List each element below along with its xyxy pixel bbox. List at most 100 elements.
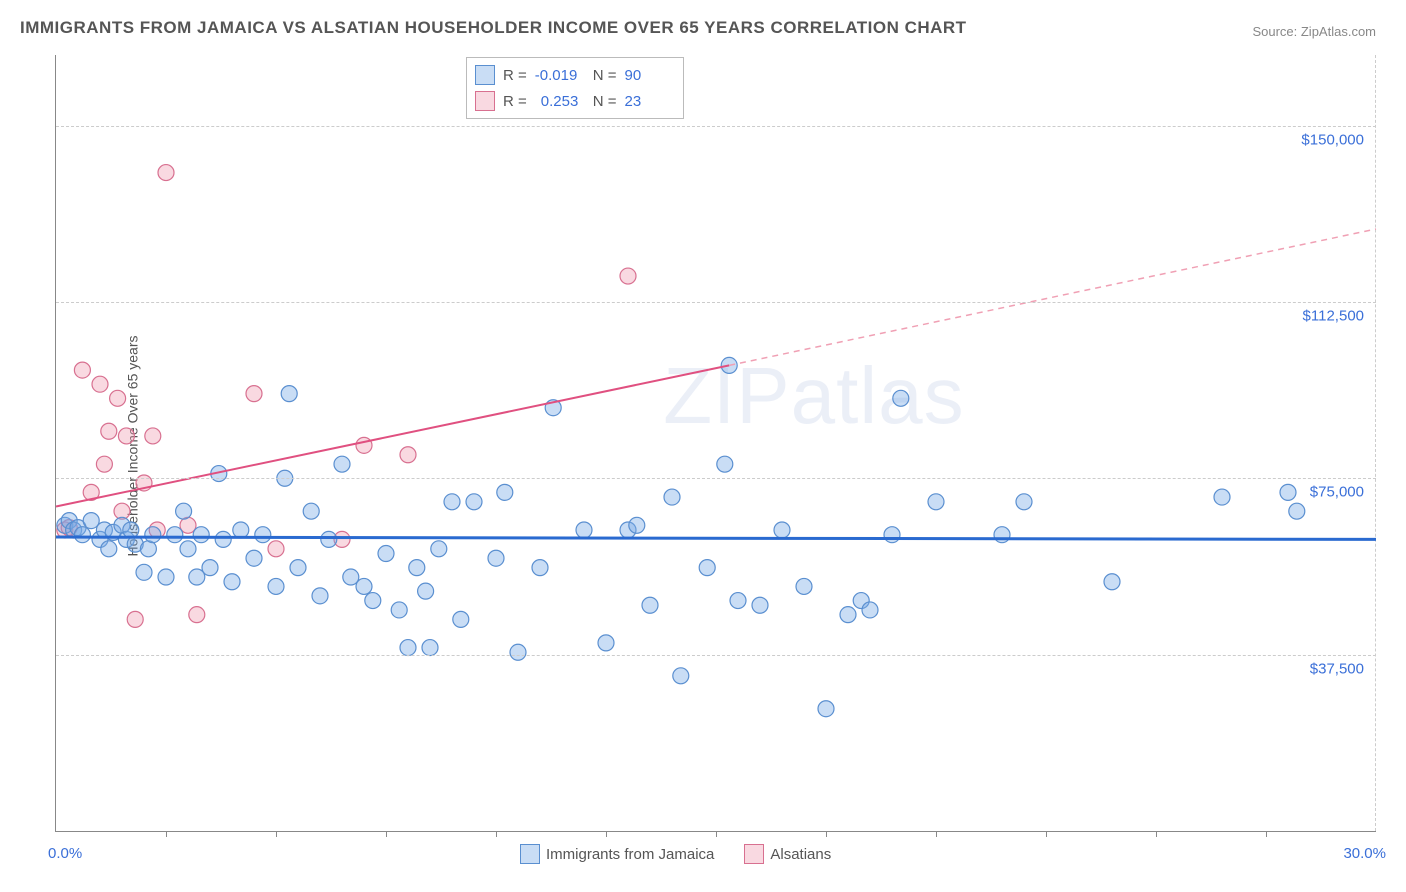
point-alsatians — [246, 386, 262, 402]
swatch-blue-icon — [475, 65, 495, 85]
x-tick — [716, 831, 717, 837]
point-jamaica — [312, 588, 328, 604]
point-jamaica — [1214, 489, 1230, 505]
point-alsatians — [145, 428, 161, 444]
n-label: N = — [593, 67, 617, 84]
point-jamaica — [598, 635, 614, 651]
trend-line — [729, 229, 1376, 365]
n-label: N = — [593, 93, 617, 110]
point-jamaica — [422, 640, 438, 656]
point-jamaica — [994, 527, 1010, 543]
point-alsatians — [101, 423, 117, 439]
point-alsatians — [620, 268, 636, 284]
point-jamaica — [717, 456, 733, 472]
point-alsatians — [74, 362, 90, 378]
point-jamaica — [400, 640, 416, 656]
point-jamaica — [1104, 574, 1120, 590]
point-jamaica — [699, 560, 715, 576]
point-alsatians — [158, 165, 174, 181]
point-jamaica — [334, 456, 350, 472]
point-jamaica — [818, 701, 834, 717]
point-jamaica — [576, 522, 592, 538]
bottom-legend: Immigrants from Jamaica Alsatians — [520, 844, 831, 864]
swatch-blue-icon — [520, 844, 540, 864]
x-tick — [1046, 831, 1047, 837]
legend-label-jamaica: Immigrants from Jamaica — [546, 846, 714, 863]
point-jamaica — [497, 484, 513, 500]
x-max-label: 30.0% — [1343, 845, 1386, 862]
chart-container: IMMIGRANTS FROM JAMAICA VS ALSATIAN HOUS… — [0, 0, 1406, 892]
x-min-label: 0.0% — [48, 845, 82, 862]
legend-item-alsatians: Alsatians — [744, 844, 831, 864]
point-jamaica — [774, 522, 790, 538]
gridline-h — [56, 655, 1376, 656]
point-alsatians — [118, 428, 134, 444]
point-jamaica — [101, 541, 117, 557]
point-alsatians — [127, 611, 143, 627]
r-label: R = — [503, 67, 527, 84]
point-jamaica — [1289, 503, 1305, 519]
x-tick — [166, 831, 167, 837]
stats-row-blue: R = -0.019 N = 90 — [475, 62, 675, 88]
point-jamaica — [158, 569, 174, 585]
chart-title: IMMIGRANTS FROM JAMAICA VS ALSATIAN HOUS… — [20, 18, 967, 38]
gridline-h — [56, 126, 1376, 127]
point-jamaica — [356, 578, 372, 594]
y-tick-label: $150,000 — [1301, 131, 1364, 148]
point-jamaica — [202, 560, 218, 576]
r-value-pink: 0.253 — [535, 93, 585, 110]
point-jamaica — [466, 494, 482, 510]
point-jamaica — [928, 494, 944, 510]
y-tick-label: $112,500 — [1303, 307, 1364, 324]
n-value-pink: 23 — [625, 93, 675, 110]
point-jamaica — [629, 517, 645, 533]
x-tick — [276, 831, 277, 837]
point-jamaica — [840, 607, 856, 623]
point-jamaica — [893, 390, 909, 406]
x-tick — [606, 831, 607, 837]
point-jamaica — [862, 602, 878, 618]
point-jamaica — [378, 546, 394, 562]
point-jamaica — [884, 527, 900, 543]
stats-legend: R = -0.019 N = 90 R = 0.253 N = 23 — [466, 57, 684, 119]
point-jamaica — [255, 527, 271, 543]
point-jamaica — [510, 644, 526, 660]
point-jamaica — [752, 597, 768, 613]
x-tick — [826, 831, 827, 837]
r-label: R = — [503, 93, 527, 110]
point-jamaica — [488, 550, 504, 566]
x-tick — [386, 831, 387, 837]
point-jamaica — [246, 550, 262, 566]
plot-area: ZIPatlas R = -0.019 N = 90 R = 0.253 N =… — [55, 55, 1376, 832]
point-jamaica — [796, 578, 812, 594]
gridline-h — [56, 302, 1376, 303]
point-jamaica — [290, 560, 306, 576]
point-jamaica — [303, 503, 319, 519]
point-alsatians — [189, 607, 205, 623]
swatch-pink-icon — [744, 844, 764, 864]
point-jamaica — [321, 531, 337, 547]
legend-item-jamaica: Immigrants from Jamaica — [520, 844, 714, 864]
scatter-svg — [56, 55, 1376, 831]
r-value-blue: -0.019 — [535, 67, 585, 84]
point-jamaica — [180, 541, 196, 557]
point-jamaica — [268, 578, 284, 594]
point-alsatians — [400, 447, 416, 463]
stats-row-pink: R = 0.253 N = 23 — [475, 88, 675, 114]
x-tick — [496, 831, 497, 837]
point-jamaica — [409, 560, 425, 576]
point-jamaica — [193, 527, 209, 543]
point-jamaica — [730, 593, 746, 609]
point-jamaica — [391, 602, 407, 618]
point-jamaica — [224, 574, 240, 590]
point-jamaica — [281, 386, 297, 402]
point-alsatians — [110, 390, 126, 406]
point-jamaica — [1280, 484, 1296, 500]
point-jamaica — [215, 531, 231, 547]
source-attribution: Source: ZipAtlas.com — [1252, 24, 1376, 39]
point-jamaica — [176, 503, 192, 519]
point-jamaica — [1016, 494, 1032, 510]
point-jamaica — [664, 489, 680, 505]
point-jamaica — [418, 583, 434, 599]
x-tick — [1156, 831, 1157, 837]
